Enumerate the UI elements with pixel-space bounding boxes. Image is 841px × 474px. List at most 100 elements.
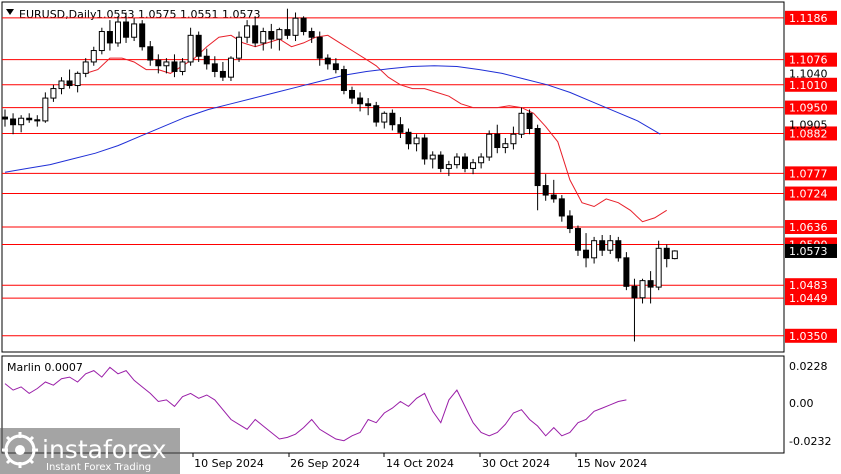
candle	[42, 92, 49, 123]
candle	[74, 71, 81, 93]
price-level-tag	[785, 278, 837, 293]
horizontal-levels: 1.1186 1.1076 1.1010 1.0950 1.0882 1.0777 1.07…	[2, 10, 837, 343]
chart-header: EURUSD,Daily 1.0553 1.0575 1.0551 1.0573	[6, 8, 260, 21]
candle	[292, 12, 299, 42]
candle	[179, 58, 186, 76]
candle	[591, 236, 598, 264]
instaforex-watermark: instaforex Instant Forex Trading	[0, 428, 180, 474]
price-level-tag	[785, 77, 837, 92]
current-price-tag	[785, 243, 837, 258]
price-level-label: 1.0777	[789, 167, 828, 180]
instaforex-logo-icon	[2, 432, 38, 468]
candle	[478, 153, 485, 169]
candle	[90, 46, 97, 66]
candle	[106, 20, 113, 51]
oscillator-tick-label: 0.0228	[789, 360, 828, 373]
candle	[389, 109, 396, 131]
candle	[252, 16, 259, 47]
candle	[518, 107, 525, 139]
candle	[82, 58, 89, 78]
candle	[599, 235, 606, 256]
candle	[405, 128, 412, 150]
candle	[340, 65, 347, 95]
candle	[437, 151, 444, 173]
price-level-label: 1.1186	[789, 12, 828, 25]
candle	[461, 153, 468, 173]
candle	[470, 158, 477, 175]
candle	[655, 240, 662, 291]
candle	[50, 84, 57, 102]
candle	[583, 233, 590, 268]
candle	[445, 160, 452, 177]
candle	[187, 27, 194, 66]
candle	[163, 58, 170, 74]
oscillator-label: Marlin 0.0007	[7, 361, 83, 374]
candle	[123, 12, 130, 43]
candle	[373, 101, 380, 127]
candle	[155, 54, 162, 74]
price-axis-tick-label: 1.0905	[789, 119, 828, 132]
price-level-tag	[785, 52, 837, 67]
candle	[502, 138, 509, 154]
candlesticks	[2, 8, 678, 342]
price-level-tag	[785, 328, 837, 343]
candle	[615, 236, 622, 262]
ohlc-values: 1.0553 1.0575 1.0551 1.0573	[96, 8, 260, 21]
price-panel	[1, 1, 785, 353]
candle	[349, 86, 356, 104]
candle	[58, 77, 65, 95]
watermark-tagline: Instant Forex Trading	[46, 462, 151, 473]
candle	[558, 195, 565, 222]
candle	[316, 31, 323, 66]
candle	[268, 23, 275, 49]
price-level-label: 1.0449	[789, 292, 828, 305]
date-axis-label: 10 Sep 2024	[194, 457, 264, 470]
candle	[607, 235, 614, 255]
price-level-label: 1.0350	[789, 330, 828, 343]
candle	[534, 124, 541, 211]
candle	[18, 115, 25, 133]
price-axis-tick-label: 1.1040	[789, 67, 828, 80]
candle	[276, 27, 283, 51]
candle	[211, 56, 218, 78]
candle	[114, 16, 121, 47]
candle	[671, 250, 678, 260]
candle	[357, 92, 364, 112]
candle	[147, 41, 154, 66]
candle	[227, 56, 234, 81]
candle	[574, 225, 581, 256]
oscillator-tick-label: -0.0232	[789, 435, 831, 448]
candle	[244, 20, 251, 43]
candle	[647, 271, 654, 304]
candle	[98, 27, 105, 55]
candle	[332, 58, 339, 74]
oscillator-series	[4, 366, 627, 442]
watermark-background	[0, 428, 180, 474]
candle	[663, 244, 670, 268]
dropdown-triangle-icon[interactable]	[6, 9, 14, 15]
price-level-tag	[785, 10, 837, 25]
candle	[10, 113, 17, 135]
candle	[300, 16, 307, 36]
candle	[284, 8, 291, 40]
candle	[397, 117, 404, 139]
oscillator-tick-label: 0.00	[789, 397, 814, 410]
oscillator-axis: 0.0228 0.00 -0.0232	[789, 360, 831, 448]
date-axis-label: 15 Nov 2024	[577, 457, 647, 470]
price-level-tag	[785, 100, 837, 115]
date-axis-label: 14 Oct 2024	[386, 457, 454, 470]
price-level-label: 1.0724	[789, 188, 828, 201]
candle	[34, 115, 41, 127]
candle	[2, 109, 8, 127]
price-level-tag	[785, 291, 837, 306]
price-axis: 1.1040 1.0905 1.0573	[785, 67, 837, 258]
candle	[413, 134, 420, 152]
date-axis-label: 26 Sep 2024	[290, 457, 360, 470]
candle	[139, 20, 146, 51]
candle	[566, 210, 573, 234]
price-level-label: 1.0636	[789, 221, 828, 234]
price-level-tag	[785, 220, 837, 235]
candle	[131, 18, 138, 42]
date-axis: 10 Sep 2024 26 Sep 2024 14 Oct 2024 30 Oct …	[192, 453, 647, 470]
